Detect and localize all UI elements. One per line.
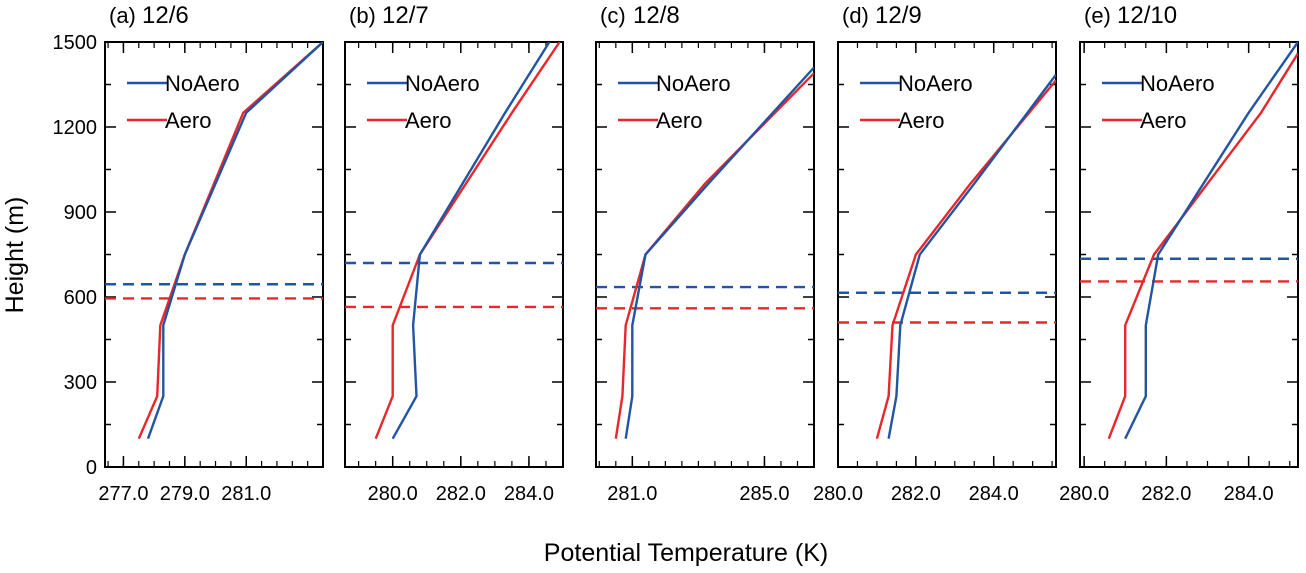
x-tick-label: 277.0: [98, 483, 148, 505]
legend-label: Aero: [898, 108, 944, 133]
legend-label: NoAero: [405, 71, 480, 96]
x-tick-label: 285.0: [739, 483, 789, 505]
legend-label: NoAero: [1140, 71, 1215, 96]
series-line-noaero: [624, 66, 814, 439]
plot-frame: [104, 41, 324, 468]
panels-group: 0 300 600 900 1200 1500 277.0 279.0 281.0 NoAero A…: [53, 2, 1299, 505]
x-tick-label: 282.0: [1141, 483, 1191, 505]
panel-title: 12/10: [1117, 2, 1177, 29]
legend-label: NoAero: [898, 71, 973, 96]
panel-title: 12/8: [633, 2, 680, 29]
panel-label: (d): [842, 3, 869, 28]
series-line-aero: [614, 72, 814, 439]
x-tick-label: 282.0: [436, 483, 486, 505]
x-tick-label: 284.0: [504, 483, 554, 505]
panel-d: 280.0 282.0 284.0 NoAero Aero (d) 12/9: [813, 2, 1057, 505]
series-line-noaero: [887, 73, 1056, 439]
x-tick-label: 279.0: [160, 483, 210, 505]
panel-c: 281.0 285.0 NoAero Aero (c) 12/8: [595, 2, 815, 505]
y-tick-label: 1500: [53, 32, 98, 54]
x-tick-label: 282.0: [891, 483, 941, 505]
panel-e: 280.0 282.0 284.0 NoAero Aero (e) 12/10: [1059, 2, 1299, 505]
series-line-noaero: [391, 42, 551, 440]
legend-label: Aero: [165, 108, 211, 133]
x-tick-label: 280.0: [368, 483, 418, 505]
series-line-aero: [137, 42, 323, 440]
series-line-aero: [1107, 52, 1298, 440]
y-tick-label: 1200: [53, 117, 98, 139]
y-axis-label: Height (m): [1, 197, 29, 314]
panel-title: 12/6: [142, 2, 189, 29]
panel-b: 280.0 282.0 284.0 NoAero Aero (b) 12/7: [344, 2, 564, 505]
legend-label: Aero: [405, 108, 451, 133]
plot-frame: [837, 41, 1057, 468]
panel-label: (b): [349, 3, 376, 28]
x-tick-label: 284.0: [1224, 483, 1274, 505]
y-tick-label: 0: [86, 457, 97, 479]
panel-label: (c): [600, 3, 626, 28]
series-line-aero: [875, 79, 1056, 440]
legend-label: Aero: [656, 108, 702, 133]
x-tick-label: 284.0: [969, 483, 1019, 505]
series-line-noaero: [1124, 42, 1298, 440]
x-tick-label: 280.0: [813, 483, 863, 505]
panel-label: (e): [1084, 3, 1111, 28]
x-tick-label: 281.0: [607, 483, 657, 505]
panel-label: (a): [109, 3, 136, 28]
panel-title: 12/9: [875, 2, 922, 29]
legend-label: Aero: [1140, 108, 1186, 133]
x-axis-label: Potential Temperature (K): [544, 539, 828, 567]
panel-a: 0 300 600 900 1200 1500 277.0 279.0 281.0 NoAero A…: [53, 2, 324, 505]
y-tick-label: 900: [64, 202, 97, 224]
series-line-noaero: [146, 42, 323, 440]
x-tick-label: 281.0: [221, 483, 271, 505]
y-tick-label: 300: [64, 372, 97, 394]
y-tick-label: 600: [64, 287, 97, 309]
x-tick-label: 280.0: [1059, 483, 1109, 505]
series-line-aero: [374, 42, 561, 440]
panel-title: 12/7: [382, 2, 429, 29]
plot-frame: [344, 41, 564, 468]
legend-label: NoAero: [656, 71, 731, 96]
legend-label: NoAero: [165, 71, 240, 96]
